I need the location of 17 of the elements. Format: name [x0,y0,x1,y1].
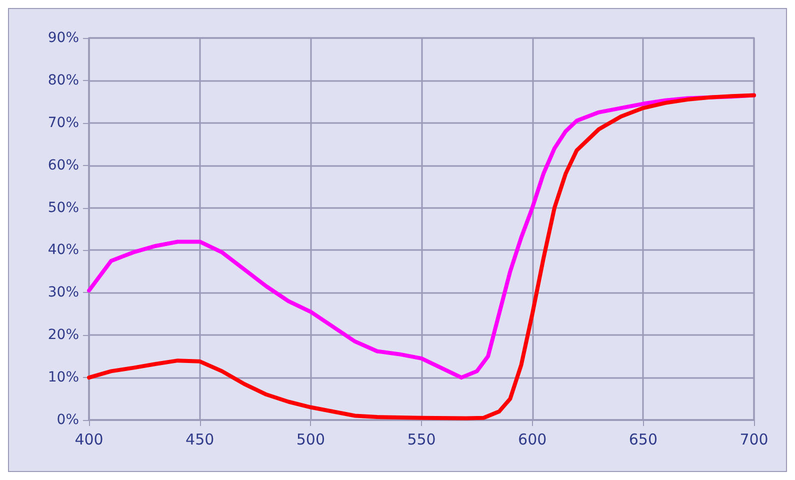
y-tick-label: 30% [48,284,79,301]
y-tick-label: 70% [48,114,79,131]
x-tick-label: 550 [407,430,436,448]
x-tick-label: 450 [186,430,214,448]
y-tick-label: 0% [56,412,79,428]
x-tick-label: 700 [740,430,768,448]
x-tick-label: 600 [518,430,547,448]
y-tick-label: 50% [48,200,79,216]
x-tick-label: 400 [74,430,104,448]
y-tick-label: 10% [48,370,79,386]
y-tick-label: 80% [48,72,79,88]
y-tick-label: 60% [48,157,79,174]
y-tick-label: 20% [48,327,79,344]
x-tick-label: 650 [628,430,658,448]
y-tick-label: 90% [48,30,79,46]
x-tick-label: 500 [296,430,325,448]
y-tick-label: 40% [48,242,79,258]
